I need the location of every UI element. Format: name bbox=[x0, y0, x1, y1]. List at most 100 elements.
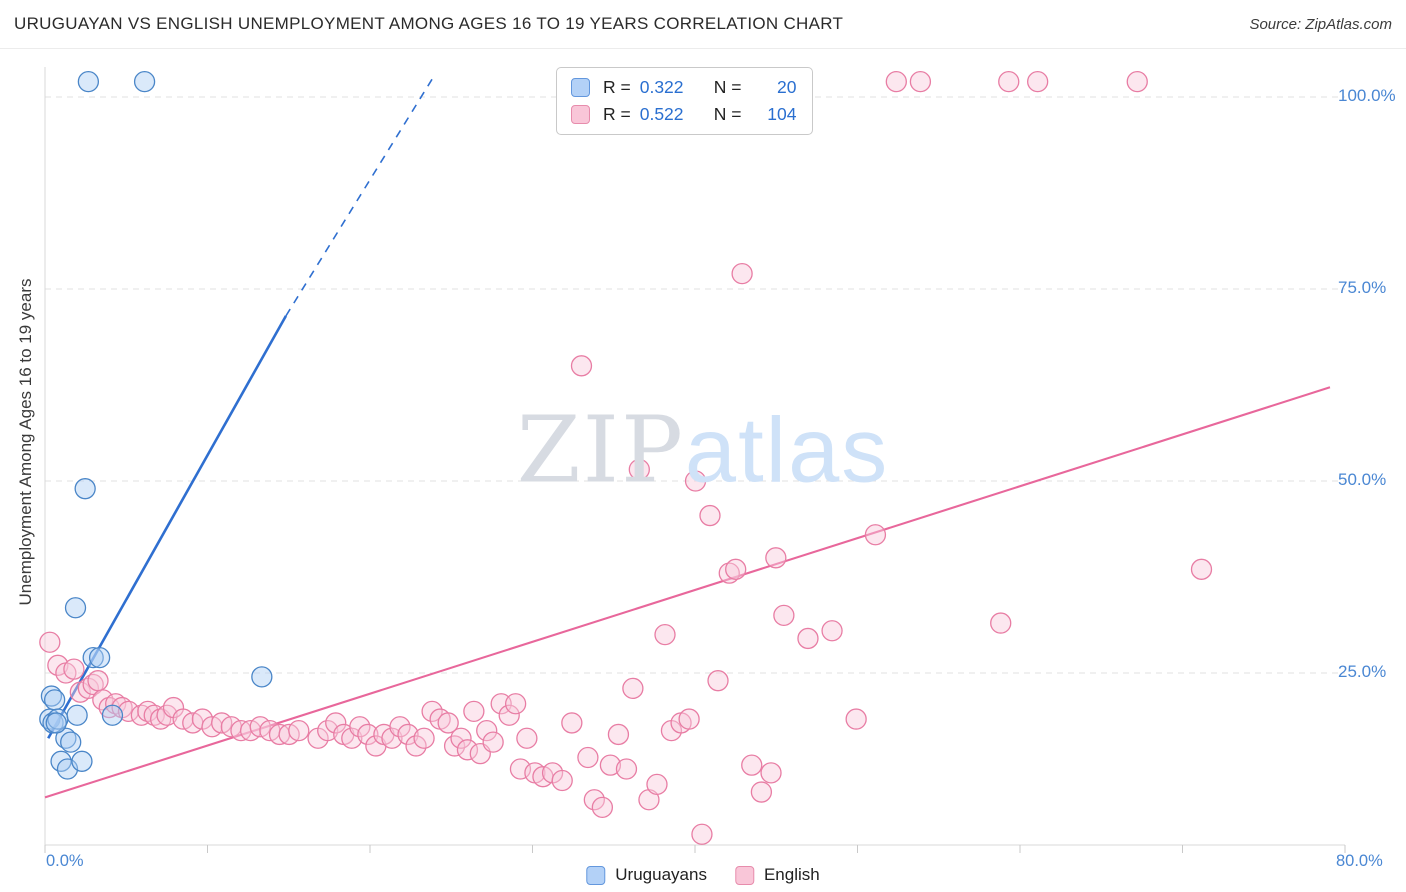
english-scatter-point bbox=[628, 458, 650, 481]
english-scatter-point bbox=[516, 727, 538, 749]
r-value-uruguayans: 0.322 bbox=[639, 77, 684, 97]
english-scatter-point bbox=[990, 612, 1012, 634]
uruguayans-scatter-point bbox=[64, 597, 87, 619]
uruguayans-scatter-point bbox=[66, 704, 88, 726]
y-tick-50: 50.0% bbox=[1338, 470, 1387, 489]
english-scatter-point bbox=[117, 700, 140, 723]
english-scatter-point bbox=[63, 658, 85, 680]
english-scatter-point bbox=[591, 796, 614, 819]
y-tick-100: 100.0% bbox=[1338, 86, 1396, 105]
y-tick-75: 75.0% bbox=[1338, 278, 1387, 297]
n-value-uruguayans: 20 bbox=[777, 77, 797, 97]
series-legend: Uruguayans English bbox=[586, 865, 820, 885]
english-scatter-point bbox=[357, 723, 379, 746]
english-scatter-point bbox=[998, 70, 1020, 93]
uruguayans-scatter-point bbox=[88, 646, 111, 669]
uruguayans-swatch bbox=[586, 865, 606, 885]
english-scatter-point bbox=[654, 623, 676, 646]
english-scatter-point bbox=[504, 693, 527, 715]
english-scatter-point bbox=[47, 654, 69, 676]
english-scatter-point bbox=[561, 712, 583, 734]
english-scatter-point bbox=[39, 631, 61, 653]
english-scatter-point bbox=[456, 739, 479, 761]
english-scatter-point bbox=[288, 719, 310, 742]
english-scatter-point bbox=[864, 524, 887, 546]
english-scatter-point bbox=[797, 627, 819, 650]
english-scatter-point bbox=[317, 719, 339, 742]
english-scatter-point bbox=[885, 70, 907, 93]
english-scatter-point bbox=[405, 735, 427, 757]
english-scatter-point bbox=[741, 754, 763, 776]
english-scatter-point bbox=[765, 547, 787, 569]
uruguayans-scatter-point bbox=[77, 70, 100, 93]
english-scatter-point bbox=[725, 558, 747, 580]
english-swatch bbox=[571, 105, 590, 124]
english-scatter-point bbox=[1190, 558, 1213, 580]
english-scatter-point bbox=[684, 470, 707, 492]
english-scatter-point bbox=[1126, 70, 1148, 93]
english-scatter-point bbox=[599, 754, 622, 776]
uruguayans-scatter-point bbox=[101, 704, 124, 726]
english-scatter-point bbox=[570, 355, 593, 377]
english-scatter-point bbox=[1027, 70, 1049, 93]
english-scatter-point bbox=[583, 789, 605, 811]
english-scatter-point bbox=[845, 708, 867, 730]
uruguayans-swatch bbox=[571, 78, 590, 97]
legend-item-english: English bbox=[734, 865, 820, 885]
correlation-stats-legend: R = 0.322 N = 20 R = 0.522 N = 104 bbox=[556, 67, 814, 135]
english-scatter-point bbox=[476, 719, 498, 742]
uruguayans-scatter-point bbox=[39, 708, 61, 730]
x-tick-0: 0.0% bbox=[46, 852, 84, 870]
legend-label-uruguayans: Uruguayans bbox=[615, 865, 707, 884]
english-scatter-point bbox=[389, 716, 411, 738]
english-scatter-point bbox=[450, 727, 472, 749]
english-scatter-point bbox=[699, 504, 721, 527]
source-label[interactable]: Source: ZipAtlas.com bbox=[1249, 16, 1392, 33]
english-scatter-point bbox=[381, 727, 403, 749]
stats-row-uruguayans: R = 0.322 N = 20 bbox=[571, 77, 796, 98]
uruguayans-scatter-point bbox=[251, 666, 273, 688]
x-axis-ticks bbox=[44, 845, 1346, 853]
english-points bbox=[39, 70, 1213, 845]
chart-title: URUGUAYAN VS ENGLISH UNEMPLOYMENT AMONG … bbox=[14, 14, 844, 33]
y-axis-title: Unemployment Among Ages 16 to 19 years bbox=[16, 278, 35, 606]
r-label: R = bbox=[603, 104, 631, 124]
n-label: N = bbox=[713, 77, 742, 97]
n-label: N = bbox=[713, 104, 742, 124]
english-scatter-point bbox=[87, 670, 109, 692]
uruguayans-points bbox=[39, 70, 273, 780]
uruguayans-scatter-point bbox=[71, 750, 93, 772]
english-scatter-point bbox=[482, 731, 504, 753]
english-scatter-point bbox=[707, 670, 729, 692]
english-scatter-point bbox=[691, 823, 713, 845]
english-scatter-point bbox=[750, 781, 773, 803]
english-scatter-point bbox=[551, 769, 573, 792]
english-scatter-point bbox=[413, 727, 435, 749]
english-scatter-point bbox=[646, 773, 668, 796]
gridlines bbox=[45, 96, 1345, 674]
uruguayans-scatter-point bbox=[133, 70, 156, 93]
uruguayans-scatter-point bbox=[74, 478, 96, 500]
english-trend-line bbox=[44, 386, 1331, 799]
english-scatter-point bbox=[498, 704, 520, 726]
english-scatter-point bbox=[341, 727, 363, 749]
legend-label-english: English bbox=[763, 865, 820, 884]
english-scatter-point bbox=[760, 762, 782, 784]
english-scatter-point bbox=[731, 262, 753, 285]
x-tick-80: 80.0% bbox=[1336, 852, 1383, 870]
r-value-english: 0.522 bbox=[639, 104, 684, 124]
english-scatter-point bbox=[421, 700, 443, 723]
uruguayans-scatter-point bbox=[82, 646, 104, 669]
header-divider bbox=[0, 48, 1406, 49]
english-scatter-point bbox=[349, 716, 371, 738]
english-scatter-point bbox=[615, 758, 638, 780]
n-value-english: 104 bbox=[767, 104, 797, 124]
english-scatter-point bbox=[718, 562, 740, 584]
y-tick-25: 25.0% bbox=[1338, 662, 1387, 681]
english-scatter-point bbox=[143, 704, 165, 726]
english-scatter-point bbox=[397, 723, 419, 746]
english-scatter-point bbox=[463, 700, 485, 723]
uruguayans-scatter-point bbox=[45, 712, 67, 734]
